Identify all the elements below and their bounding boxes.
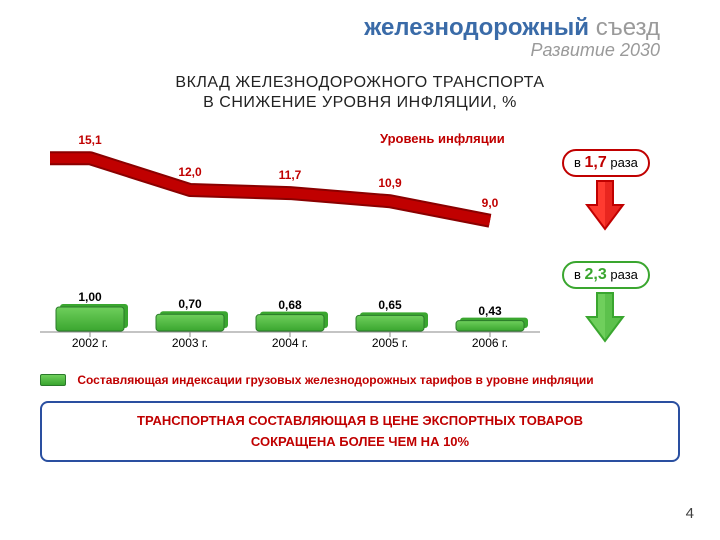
main-title: ВКЛАД ЖЕЛЕЗНОДОРОЖНОГО ТРАНСПОРТА В СНИЖ… [0,73,720,113]
ratio-callout: в 2,3 раза [562,261,650,289]
legend-tariff: Составляющая индексации грузовых железно… [40,372,680,387]
line-value-label: 15,1 [70,134,110,146]
line-value-label: 12,0 [170,166,210,178]
bottom-line2: СОКРАЩЕНА БОЛЕЕ ЧЕМ НА 10% [52,432,668,453]
page-number: 4 [686,505,694,522]
bottom-callout-box: ТРАНСПОРТНАЯ СОСТАВЛЯЮЩАЯ В ЦЕНЕ ЭКСПОРТ… [40,401,680,463]
xaxis-label: 2006 г. [460,337,520,350]
header-word2: съезд [596,14,660,41]
bar-value-label: 0,43 [460,305,520,317]
bar-value-label: 0,68 [260,299,320,311]
title-line2: В СНИЖЕНИЕ УРОВНЯ ИНФЛЯЦИИ, % [0,93,720,113]
header-word1: железнодорожный [364,14,589,41]
arrow-down-icon [585,179,625,231]
title-line1: ВКЛАД ЖЕЛЕЗНОДОРОЖНОГО ТРАНСПОРТА [0,73,720,93]
legend-swatch [40,374,66,386]
line-value-label: 11,7 [270,169,310,181]
xaxis-label: 2005 г. [360,337,420,350]
header: железнодорожный съезд Развитие 2030 [0,0,720,61]
bar-value-label: 0,70 [160,298,220,310]
header-title: железнодорожный съезд [0,14,660,42]
line-value-label: 10,9 [370,177,410,189]
chart-area: 15,1 1,00 2002 г. 12,0 0,70 2003 г. 11,7 0,68 20… [30,131,690,366]
line-value-label: 9,0 [470,197,510,209]
header-subtitle: Развитие 2030 [0,40,660,61]
xaxis-label: 2002 г. [60,337,120,350]
bottom-line1: ТРАНСПОРТНАЯ СОСТАВЛЯЮЩАЯ В ЦЕНЕ ЭКСПОРТ… [52,411,668,432]
bar-value-label: 0,65 [360,299,420,311]
arrow-down-icon [585,291,625,343]
bar-value-label: 1,00 [60,291,120,303]
xaxis-label: 2004 г. [260,337,320,350]
ratio-callout: в 1,7 раза [562,149,650,177]
line-series-label: Уровень инфляции [380,131,505,146]
legend-text: Составляющая индексации грузовых железно… [77,373,593,387]
xaxis-label: 2003 г. [160,337,220,350]
